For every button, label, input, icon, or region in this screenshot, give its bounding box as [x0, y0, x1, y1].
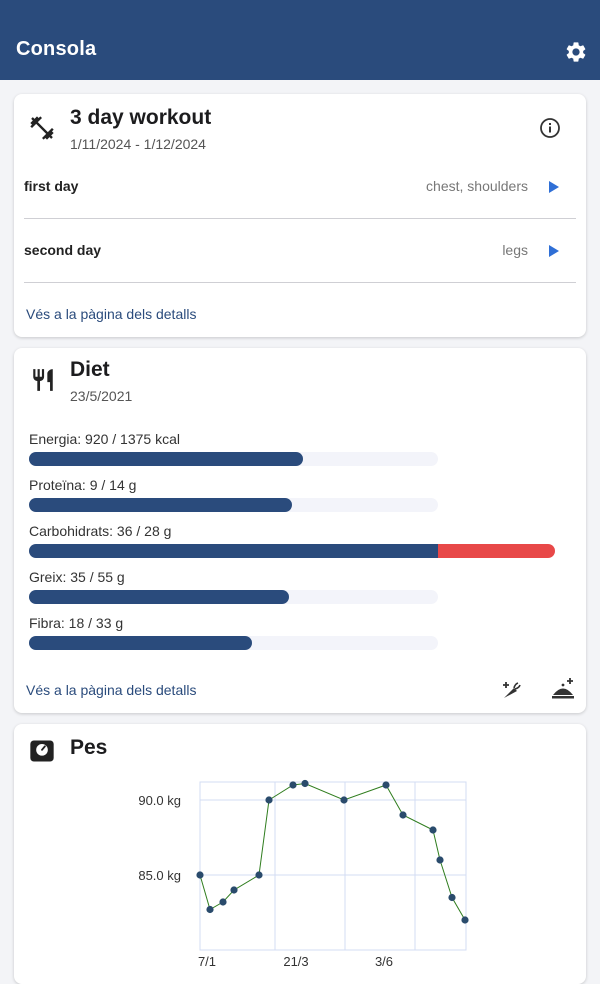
divider: [24, 282, 576, 283]
weight-chart: 90.0 kg 85.0 kg 7/1 21/3 3/6: [138, 779, 469, 969]
nutrient-label: Greix: 35 / 55 g: [29, 569, 125, 585]
nutrient-bar-fill: [29, 498, 292, 512]
chart-data-point: [399, 811, 407, 819]
divider: [24, 218, 576, 219]
info-icon[interactable]: [538, 116, 562, 140]
nutrient-bar-fill: [29, 544, 438, 558]
chart-data-point: [219, 898, 227, 906]
chart-data-point: [461, 916, 469, 924]
day-name: first day: [24, 178, 79, 194]
chart-data-point: [340, 796, 348, 804]
workout-card: 3 day workout 1/11/2024 - 1/12/2024 firs…: [14, 94, 586, 337]
nutrient-bar-fill: [29, 590, 289, 604]
weight-title: Pes: [70, 736, 108, 759]
workout-details-link[interactable]: Vés a la pàgina dels detalls: [26, 306, 197, 322]
weight-card: Pes 90.0 kg 85.0 kg 7/1 21/3 3/6: [14, 724, 586, 984]
chart-x-tick-label: 21/3: [283, 954, 308, 969]
chart-series-line: [199, 782, 466, 921]
diet-date: 23/5/2021: [70, 388, 133, 404]
nutrient-bar-excess: [438, 544, 555, 558]
dumbbell-icon: [30, 116, 54, 140]
app-bar: Consola: [0, 0, 600, 80]
chart-data-point: [301, 779, 309, 788]
diet-details-link[interactable]: Vés a la pàgina dels detalls: [26, 682, 197, 698]
day-muscles: chest, shoulders: [426, 178, 528, 194]
gear-icon[interactable]: [564, 40, 588, 64]
nutrient-label: Carbohidrats: 36 / 28 g: [29, 523, 172, 539]
day-name: second day: [24, 242, 102, 258]
add-ingredient-icon[interactable]: [500, 676, 526, 702]
workout-dates: 1/11/2024 - 1/12/2024: [70, 136, 206, 152]
day-muscles: legs: [502, 242, 528, 258]
chart-y-tick-label: 85.0 kg: [138, 868, 181, 883]
play-icon[interactable]: [546, 180, 560, 194]
add-meal-icon[interactable]: [550, 676, 576, 702]
chart-data-point: [196, 871, 204, 879]
chart-data-point: [436, 856, 444, 864]
app-title: Consola: [16, 38, 97, 60]
chart-data-point: [382, 781, 390, 789]
chart-x-tick-label: 7/1: [198, 954, 216, 969]
chart-data-point: [255, 871, 263, 879]
diet-title: Diet: [70, 358, 110, 381]
chart-data-point: [289, 781, 297, 789]
utensils-icon: [33, 369, 53, 391]
chart-plot-border: [199, 781, 467, 951]
chart-data-point: [429, 826, 437, 834]
workout-title: 3 day workout: [70, 106, 212, 129]
nutrient-label: Fibra: 18 / 33 g: [29, 615, 124, 631]
play-icon[interactable]: [546, 244, 560, 258]
chart-y-tick-label: 90.0 kg: [138, 793, 181, 808]
chart-data-point: [265, 796, 273, 804]
chart-data-point: [206, 905, 214, 914]
chart-x-tick-label: 3/6: [375, 954, 393, 969]
nutrient-label: Energia: 920 / 1375 kcal: [29, 431, 180, 447]
chart-data-point: [448, 893, 456, 902]
nutrient-bar-fill: [29, 452, 303, 466]
diet-card: Diet 23/5/2021 Energia: 920 / 1375 kcal …: [14, 348, 586, 713]
scale-icon: [30, 740, 54, 762]
nutrient-bar-fill: [29, 636, 252, 650]
chart-data-point: [230, 886, 238, 894]
nutrient-label: Proteïna: 9 / 14 g: [29, 477, 137, 493]
